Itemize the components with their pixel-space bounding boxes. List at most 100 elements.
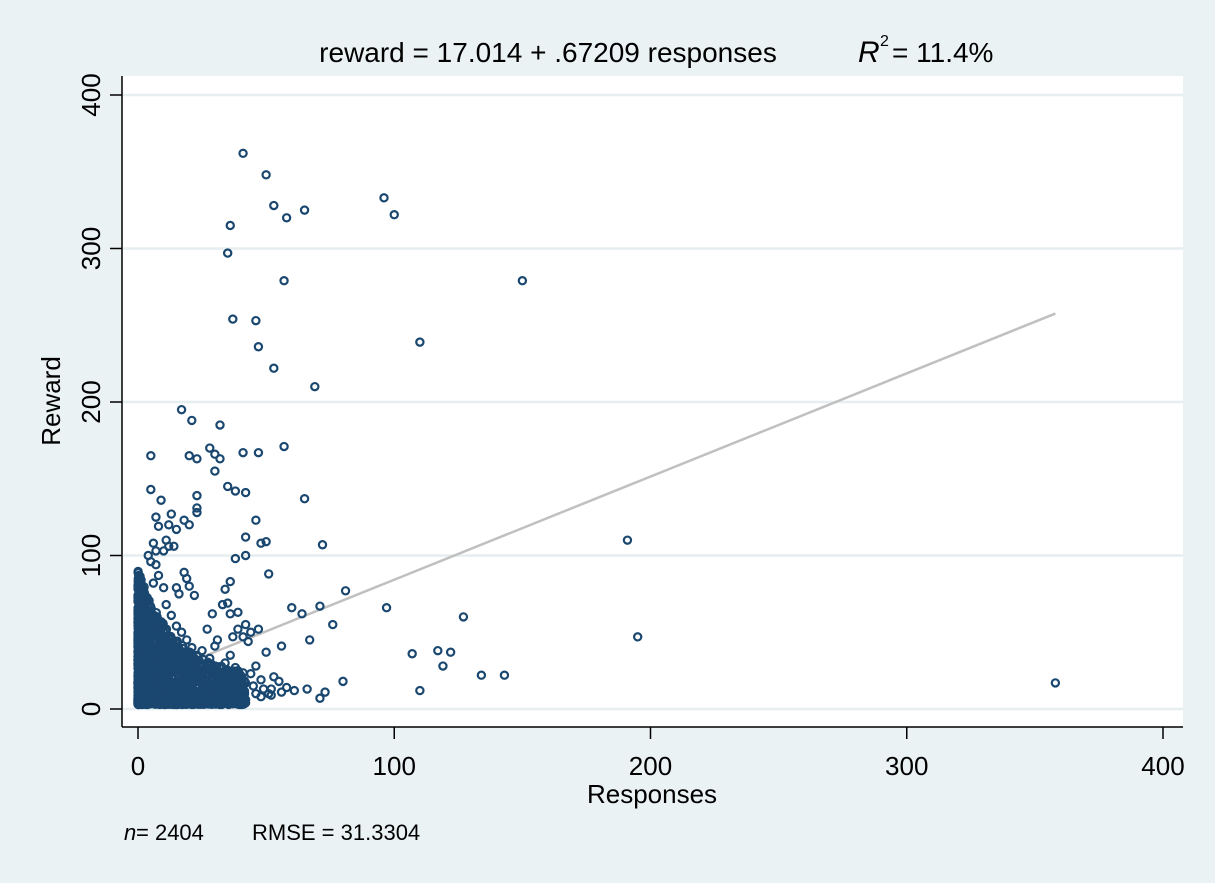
data-point [222,481,233,492]
data-point [176,687,186,698]
x-tick-label-3: 300 [885,751,928,781]
data-point [187,642,197,653]
data-point [189,590,200,601]
data-point [181,573,192,584]
data-point [156,495,166,505]
data-point [274,676,284,687]
data-point [151,560,161,570]
x-tick-label-2: 200 [629,751,672,781]
data-point [137,621,148,632]
data-point [240,532,251,542]
data-point [212,681,223,691]
footer-rmse: RMSE = 31.3304 [252,820,420,845]
data-point [1050,678,1061,688]
data-point [192,503,202,513]
data-point [210,661,220,671]
data-point [320,687,330,697]
data-point [174,699,184,709]
data-point [379,193,389,203]
data-point [143,676,153,687]
data-point [253,447,264,458]
data-point [197,645,207,656]
data-point [136,575,146,585]
data-point [279,441,289,452]
data-point [297,609,307,619]
data-point [225,220,235,231]
data-point [302,684,312,694]
data-point [164,632,174,642]
data-point [176,627,187,637]
data-point [178,697,188,707]
y-axis-label: Reward [36,356,66,446]
data-point [230,662,241,673]
x-tick-label-0: 0 [131,751,145,781]
data-point [240,678,251,688]
data-point [256,538,266,548]
footer-n-value: = 2404 [136,820,204,845]
data-point [230,486,241,496]
data-point [258,684,269,694]
data-point [438,661,448,671]
data-point [201,685,211,695]
data-point [289,685,300,696]
data-point [433,645,443,656]
data-point [407,649,417,659]
data-point [240,550,251,561]
data-point [238,632,248,642]
data-point [174,589,184,599]
data-point [171,621,182,631]
data-point [310,381,320,392]
data-point [269,363,279,373]
data-point [269,672,279,682]
data-point [315,693,325,703]
data-point [256,675,266,685]
data-point [133,613,143,624]
data-point [153,521,164,532]
data-point [476,670,487,680]
data-point [233,607,243,617]
data-point [415,685,425,696]
data-point [253,342,264,352]
data-point [238,148,248,159]
data-point [228,314,238,324]
data-point [225,576,235,587]
data-point [148,578,159,588]
data-point [171,524,182,535]
data-point [146,484,156,495]
data-point [251,688,261,699]
y-tick-label-1: 100 [76,534,106,577]
data-point [225,650,235,660]
data-point [192,490,202,501]
data-point [179,675,189,685]
data-point [217,675,228,685]
data-point [222,673,233,684]
data-point [269,200,279,211]
data-point [243,636,253,647]
data-point [140,590,150,600]
data-point [445,647,456,657]
r2-exponent: 2 [880,33,889,50]
data-point [230,668,241,678]
data-point [138,668,148,679]
data-point [179,679,190,690]
data-point [181,635,192,645]
data-point [261,536,271,547]
data-points [133,148,1061,710]
gridlines [123,93,1183,711]
y-tick-label-3: 300 [76,227,106,270]
data-point [246,627,256,637]
data-point [317,540,328,550]
x-tick-label-1: 100 [373,751,416,781]
data-point [222,598,233,608]
data-point [138,626,149,637]
data-point [632,632,643,642]
data-point [261,170,271,180]
data-point [205,443,215,453]
data-point [187,415,197,426]
data-point [228,632,238,642]
data-point [149,611,160,621]
data-point [199,665,210,676]
data-point [340,586,351,596]
r2-symbol: R [858,36,880,69]
